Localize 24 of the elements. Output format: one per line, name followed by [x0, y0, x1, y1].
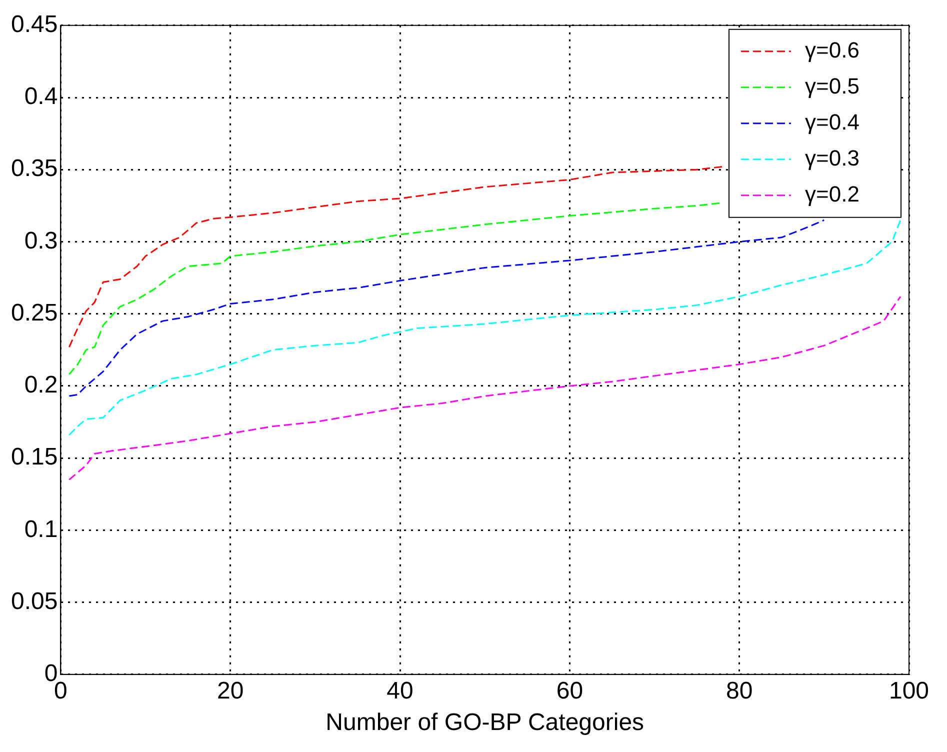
line-series [68, 166, 724, 348]
line-series [68, 219, 902, 436]
y-tick-label: 0.4 [24, 83, 58, 110]
y-tick-label: 0.35 [10, 155, 58, 182]
y-tick-label: 0.05 [10, 588, 58, 615]
y-tick-label: 0.45 [10, 11, 58, 38]
y-tick-label: 0.15 [10, 444, 58, 471]
x-tick-label: 40 [386, 677, 414, 704]
legend-label: γ=0.2 [805, 181, 860, 206]
x-tick-label: 80 [726, 677, 753, 704]
line-series [68, 219, 825, 397]
x-tick-label: 60 [556, 677, 584, 704]
y-tick-label: 0.2 [24, 372, 58, 399]
x-tick-label: 20 [217, 677, 244, 704]
legend-label: γ=0.3 [805, 145, 860, 170]
line-series [68, 296, 902, 480]
y-tick-label: 0.25 [10, 299, 58, 326]
legend-label: γ=0.5 [805, 73, 860, 98]
legend-label: γ=0.6 [805, 37, 860, 62]
x-tick-label: 100 [888, 677, 930, 704]
x-axis-title: Number of GO-BP Categories [326, 709, 644, 736]
y-tick-label: 0.3 [24, 227, 58, 254]
legend-label: γ=0.4 [805, 109, 860, 134]
y-tick-label: 0.1 [24, 516, 58, 543]
